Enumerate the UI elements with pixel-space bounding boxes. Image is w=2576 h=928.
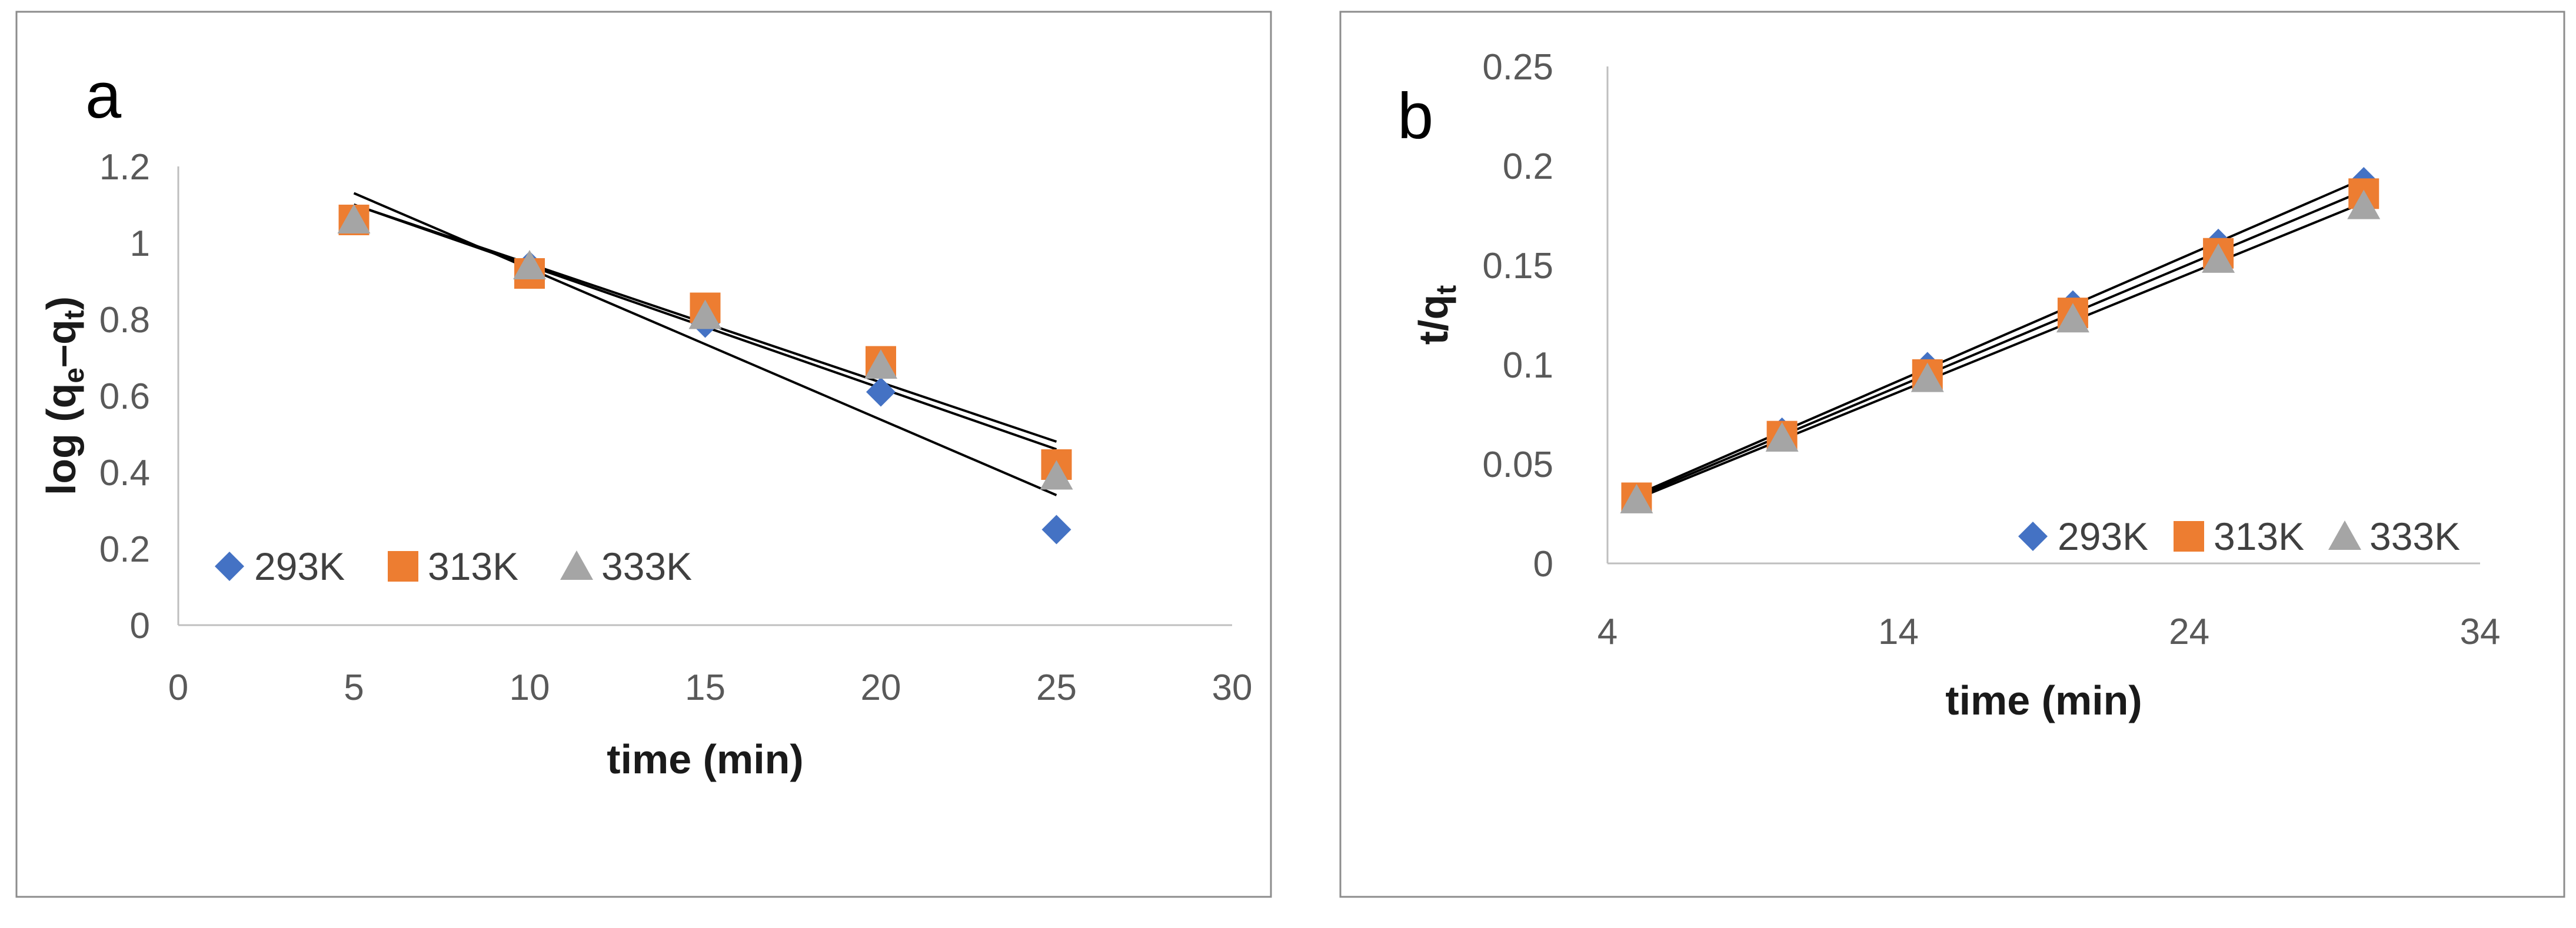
point-333K (1040, 460, 1073, 490)
legend-marker-293K (215, 552, 244, 581)
trendline-333K (1636, 201, 2365, 500)
point-293K (1041, 515, 1071, 545)
x-tick-label: 4 (1597, 612, 1618, 652)
point-333K (1765, 422, 1799, 452)
panel-b: 4 14 24 34 0 0.05 0.1 0.15 0.2 0.25 time (min) t/qt… (1339, 11, 2565, 898)
x-tick-label: 24 (2169, 612, 2209, 652)
legend-marker-313K (2174, 521, 2204, 552)
x-axis-title: time (min) (607, 736, 803, 782)
y-tick-label: 0.2 (1503, 146, 1553, 187)
y-axis-title: log (qe–qt) (38, 296, 90, 495)
y-axis-title-part: t/q (1410, 295, 1456, 345)
legend-label: 333K (601, 545, 692, 588)
panel-label: b (1397, 80, 1433, 152)
y-axis-title-subscript: e (59, 368, 90, 383)
y-tick-label: 0.8 (99, 300, 150, 341)
point-333K (2347, 189, 2381, 219)
legend-marker-333K (560, 550, 593, 580)
x-axis-title: time (min) (1945, 677, 2142, 723)
y-tick-label: 0.05 (1482, 445, 1553, 485)
y-tick-label: 1 (130, 223, 150, 264)
y-tick-label: 0.15 (1482, 246, 1553, 286)
y-tick-label: 0.2 (99, 529, 150, 570)
x-tick-label: 14 (1878, 612, 1919, 652)
y-tick-label: 0.1 (1503, 345, 1553, 386)
panel-a: 0 5 10 15 20 25 30 0 0.2 0.4 0.6 0.8 1 1.2 time (min) l… (15, 11, 1272, 898)
y-tick-label: 0.4 (99, 453, 150, 493)
point-333K (1911, 362, 1944, 392)
x-tick-label: 34 (2460, 612, 2501, 652)
legend-marker-293K (2018, 522, 2048, 551)
point-333K (864, 349, 897, 379)
point-333K (688, 299, 722, 329)
legend-label: 313K (428, 545, 518, 588)
x-tick-label: 25 (1036, 667, 1077, 708)
trendline-293K (1636, 178, 2365, 496)
y-axis-title-part: log (q (38, 383, 84, 495)
x-tick-label: 30 (1212, 667, 1253, 708)
legend-label: 333K (2369, 515, 2460, 558)
y-tick-label: 0 (1533, 544, 1553, 585)
legend-label: 293K (254, 545, 345, 588)
y-axis-title-part: ) (38, 296, 84, 310)
point-333K (2202, 243, 2235, 273)
legend-label: 293K (2058, 515, 2148, 558)
y-tick-label: 1.2 (99, 147, 150, 188)
point-333K (513, 250, 546, 279)
y-axis-title-subscript: t (59, 310, 90, 319)
y-tick-label: 0.6 (99, 376, 150, 417)
y-axis-title-part: –q (38, 319, 84, 368)
point-333K (2056, 303, 2089, 333)
panel-label: a (85, 59, 122, 132)
x-tick-label: 0 (168, 667, 188, 708)
x-tick-label: 20 (861, 667, 901, 708)
x-tick-label: 10 (510, 667, 550, 708)
x-tick-label: 15 (685, 667, 725, 708)
y-tick-label: 0 (130, 606, 150, 646)
point-333K (337, 204, 371, 233)
x-tick-label: 5 (344, 667, 364, 708)
legend-marker-333K (2328, 520, 2361, 550)
point-333K (1620, 483, 1653, 513)
trendline-313K (1636, 189, 2365, 498)
y-tick-label: 0.25 (1482, 47, 1553, 88)
legend-label: 313K (2214, 515, 2304, 558)
chart-frame (1339, 11, 2565, 898)
y-axis-title: t/qt (1410, 285, 1462, 345)
legend-marker-313K (388, 551, 418, 582)
point-293K (866, 377, 896, 407)
y-axis-title-subscript: t (1431, 285, 1462, 295)
